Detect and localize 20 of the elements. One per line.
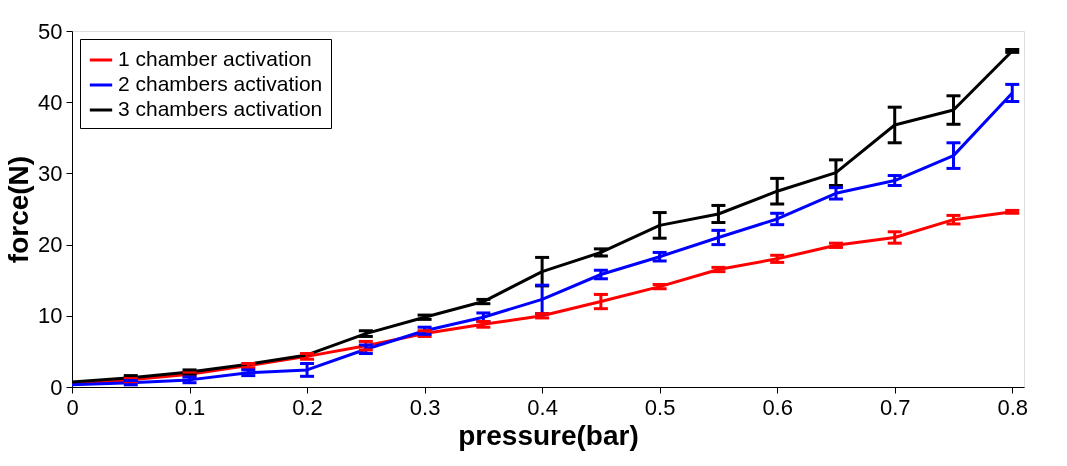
y-tick-label: 30 (38, 160, 63, 186)
x-tick-label: 0 (66, 394, 79, 420)
x-tick-label: 0.8 (997, 394, 1029, 420)
y-tick-label: 50 (38, 18, 63, 44)
legend-label: 3 chambers activation (118, 97, 323, 120)
x-tick-label: 0.5 (644, 394, 676, 420)
y-axis-title: force(N) (3, 155, 35, 264)
y-tick-label: 20 (38, 232, 63, 258)
x-tick-label: 0.4 (527, 394, 558, 420)
legend-label: 1 chamber activation (118, 47, 312, 70)
y-tick-label: 0 (50, 374, 63, 400)
y-tick-label: 40 (38, 89, 63, 115)
x-tick-label: 0.7 (879, 394, 911, 420)
x-tick-label: 0.1 (174, 394, 206, 420)
x-tick-label: 0.6 (762, 394, 793, 420)
legend-label: 2 chambers activation (118, 72, 323, 95)
x-axis-title: pressure(bar) (458, 419, 639, 451)
y-tick-label: 10 (38, 303, 63, 329)
x-tick-label: 0.3 (409, 394, 441, 420)
x-tick-label: 0.2 (292, 394, 323, 420)
